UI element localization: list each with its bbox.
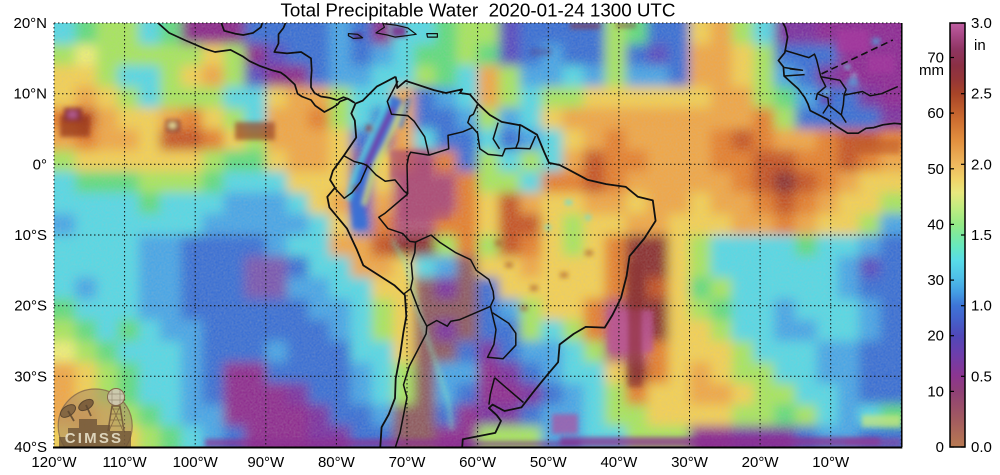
svg-text:50: 50 [927,161,944,178]
svg-text:2.5: 2.5 [971,86,992,103]
svg-text:40°S: 40°S [14,439,47,456]
svg-text:70: 70 [927,50,944,67]
svg-text:20°N: 20°N [13,15,47,32]
svg-text:in: in [974,37,986,54]
svg-text:50°W: 50°W [530,454,568,470]
svg-text:20°S: 20°S [14,298,47,315]
svg-text:3.0: 3.0 [971,15,992,32]
svg-text:1.5: 1.5 [971,227,992,244]
svg-text:40°W: 40°W [600,454,638,470]
svg-text:60: 60 [927,105,944,122]
svg-text:0: 0 [936,439,944,456]
svg-text:0°: 0° [33,156,47,173]
svg-text:0.5: 0.5 [971,368,992,385]
svg-text:10°S: 10°S [14,227,47,244]
svg-text:Total Precipitable Water 2020: Total Precipitable Water 2020-01-24 1300… [281,0,676,21]
svg-text:30°S: 30°S [14,368,47,385]
svg-text:40: 40 [927,216,944,233]
svg-text:10°N: 10°N [13,86,47,103]
svg-text:20: 20 [927,328,944,345]
svg-text:80°W: 80°W [318,454,356,470]
svg-text:CIMSS: CIMSS [65,430,124,447]
svg-text:30°W: 30°W [671,454,709,470]
svg-text:0.0: 0.0 [971,439,992,456]
svg-text:mm: mm [919,62,944,79]
svg-text:60°W: 60°W [459,454,497,470]
svg-text:10°W: 10°W [812,454,850,470]
svg-text:120°W: 120°W [31,454,77,470]
svg-text:10: 10 [927,383,944,400]
svg-text:20°W: 20°W [742,454,780,470]
svg-text:30: 30 [927,272,944,289]
svg-text:110°W: 110°W [103,454,148,470]
svg-text:100°W: 100°W [173,454,219,470]
svg-text:70°W: 70°W [389,454,427,470]
svg-text:2.0: 2.0 [971,156,992,173]
svg-text:1.0: 1.0 [971,298,992,315]
svg-text:90°W: 90°W [247,454,285,470]
